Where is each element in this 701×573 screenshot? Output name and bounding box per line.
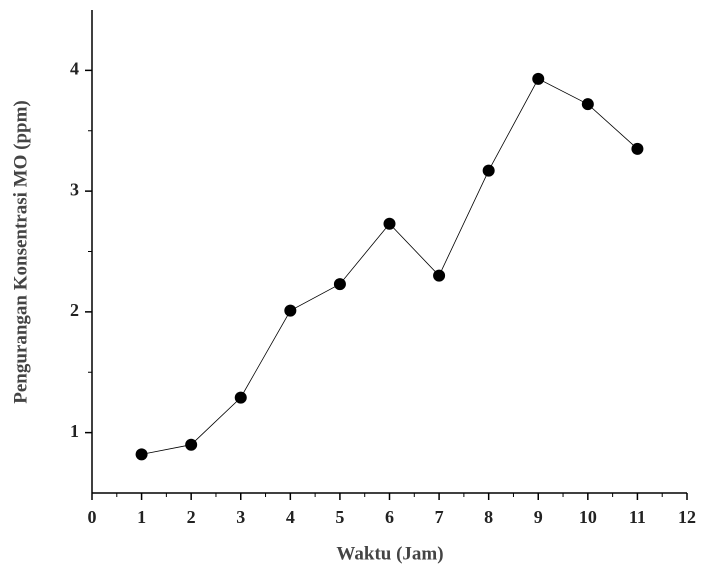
x-tick-label: 2 [187, 507, 196, 527]
series-line [142, 79, 638, 455]
x-tick-label: 8 [484, 507, 493, 527]
data-point [532, 73, 544, 85]
page: {"chart_data": {"type": "line", "x_label… [0, 0, 701, 573]
data-point [235, 392, 247, 404]
data-point [284, 305, 296, 317]
data-point [483, 165, 495, 177]
x-axis-title: Waktu (Jam) [336, 543, 443, 564]
x-tick-label: 7 [435, 507, 444, 527]
x-tick-label: 9 [534, 507, 543, 527]
y-tick-label: 1 [70, 421, 79, 441]
chart: Waktu (Jam) Pengurangan Konsentrasi MO (… [0, 0, 701, 573]
data-point [185, 439, 197, 451]
x-tick-label: 11 [629, 507, 646, 527]
x-tick-label: 1 [137, 507, 146, 527]
x-tick-label: 12 [678, 507, 696, 527]
data-point [136, 448, 148, 460]
y-tick-label: 3 [70, 179, 79, 199]
x-tick-label: 0 [88, 507, 97, 527]
data-point [334, 278, 346, 290]
y-tick-label: 4 [70, 59, 79, 79]
data-point [631, 143, 643, 155]
y-axis-title: Pengurangan Konsentrasi MO (ppm) [10, 100, 31, 404]
x-tick-label: 6 [385, 507, 394, 527]
x-tick-label: 10 [579, 507, 597, 527]
data-point [433, 270, 445, 282]
x-tick-label: 3 [236, 507, 245, 527]
data-point [384, 218, 396, 230]
x-tick-label: 5 [335, 507, 344, 527]
x-tick-label: 4 [286, 507, 295, 527]
data-point [582, 98, 594, 110]
y-tick-label: 2 [70, 300, 79, 320]
